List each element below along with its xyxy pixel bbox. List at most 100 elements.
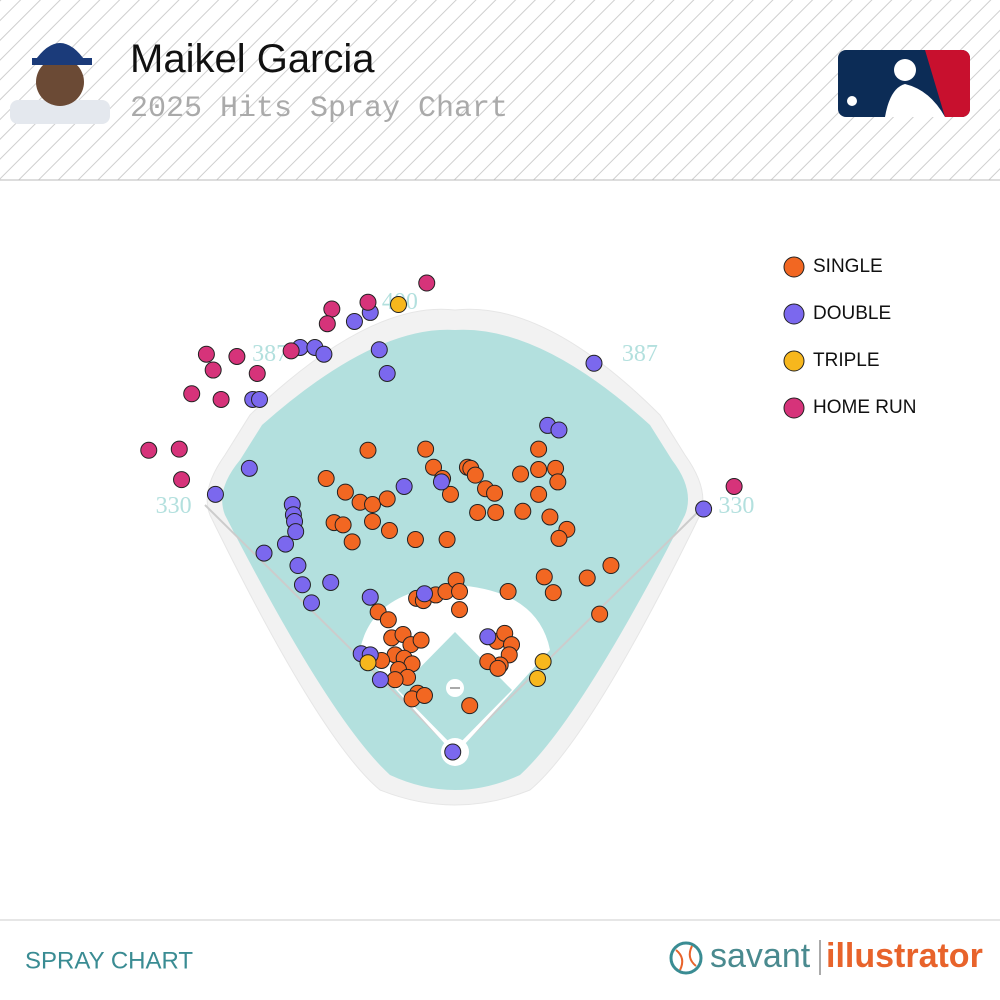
hit-point bbox=[541, 508, 559, 526]
hit-point bbox=[695, 500, 713, 518]
hit-point bbox=[317, 470, 335, 488]
hit-point bbox=[204, 361, 222, 379]
hit-point bbox=[534, 653, 552, 671]
hit-point bbox=[725, 477, 743, 495]
hit-point bbox=[578, 569, 596, 587]
hit-point bbox=[359, 441, 377, 459]
hit-point bbox=[418, 274, 436, 292]
hit-point bbox=[451, 601, 469, 619]
hit-point bbox=[370, 341, 388, 359]
hit-point bbox=[390, 296, 407, 314]
hit-point bbox=[315, 345, 333, 363]
hit-point bbox=[322, 574, 340, 591]
brand: savant bbox=[710, 937, 811, 975]
hit-point bbox=[395, 477, 413, 495]
hit-point bbox=[255, 544, 273, 562]
hit-point bbox=[323, 300, 341, 318]
legend-swatch bbox=[783, 303, 805, 325]
legend-label: SINGLE bbox=[813, 256, 883, 277]
hit-point bbox=[197, 345, 215, 363]
hit-point bbox=[469, 503, 487, 521]
hit-point bbox=[412, 631, 430, 649]
savant-icon bbox=[669, 941, 703, 975]
hit-point bbox=[530, 461, 548, 478]
legend-swatch bbox=[783, 397, 805, 419]
hit-point bbox=[602, 557, 620, 575]
legend-label: DOUBLE bbox=[813, 303, 891, 324]
hit-point bbox=[336, 483, 354, 501]
hit-point bbox=[544, 584, 562, 602]
hit-point bbox=[415, 585, 433, 603]
hit-point bbox=[364, 512, 382, 530]
hit-point bbox=[140, 441, 158, 459]
hit-point bbox=[248, 364, 266, 382]
legend: SINGLE DOUBLE TRIPLE HOME RUN bbox=[783, 256, 916, 419]
hit-point bbox=[406, 531, 424, 549]
hit-point bbox=[425, 458, 443, 476]
hit-point bbox=[334, 516, 352, 534]
footer-label: SPRAY CHART bbox=[25, 947, 193, 974]
fence-label: 387 bbox=[252, 341, 288, 367]
hit-point bbox=[489, 659, 507, 677]
player-name: Maikel Garcia bbox=[130, 37, 375, 81]
brand2: illustrator bbox=[826, 937, 983, 975]
hit-point bbox=[240, 459, 258, 477]
hit-point bbox=[359, 293, 377, 311]
hit-point bbox=[530, 440, 548, 458]
player-photo bbox=[10, 43, 110, 124]
hit-point bbox=[417, 440, 435, 458]
hit-point bbox=[293, 576, 311, 594]
hit-point bbox=[530, 485, 548, 503]
hit-point bbox=[550, 529, 568, 547]
hit-point bbox=[535, 568, 553, 586]
hit-point bbox=[378, 490, 396, 508]
hit-point bbox=[378, 364, 396, 382]
hit-point bbox=[183, 385, 201, 403]
hit-point bbox=[173, 471, 191, 489]
hit-point bbox=[206, 485, 224, 503]
hit-point bbox=[415, 687, 433, 704]
hit-point bbox=[591, 605, 609, 623]
hit-point bbox=[302, 594, 320, 612]
fence-label: 330 bbox=[156, 493, 192, 519]
hit-point bbox=[550, 421, 568, 439]
subtitle: 2025 Hits Spray Chart bbox=[130, 92, 508, 126]
legend-label: HOME RUN bbox=[813, 397, 916, 418]
hit-point bbox=[380, 522, 398, 540]
hit-point bbox=[170, 440, 188, 458]
hit-point bbox=[277, 535, 294, 553]
legend-label: TRIPLE bbox=[813, 350, 880, 371]
hit-point bbox=[289, 557, 307, 575]
hit-point bbox=[345, 312, 363, 330]
hit-point bbox=[251, 390, 269, 408]
hit-point bbox=[432, 473, 450, 491]
hit-point bbox=[438, 531, 456, 549]
legend-swatch bbox=[783, 256, 805, 278]
fence-label: 387 bbox=[622, 341, 658, 367]
league-logo bbox=[838, 50, 970, 117]
hit-point bbox=[512, 465, 530, 483]
hit-point bbox=[479, 628, 497, 646]
hit-point bbox=[282, 342, 300, 360]
hit-point bbox=[499, 583, 517, 601]
hit-point bbox=[228, 348, 246, 365]
hit-point bbox=[371, 671, 389, 689]
hit-point bbox=[444, 743, 462, 761]
hit-point bbox=[585, 354, 603, 372]
header-bg bbox=[0, 0, 1000, 180]
hit-point bbox=[486, 484, 504, 502]
hit-point bbox=[379, 611, 397, 629]
hit-point bbox=[364, 496, 382, 514]
hit-point bbox=[359, 654, 377, 672]
hit-point bbox=[361, 588, 379, 606]
hit-point bbox=[514, 502, 532, 520]
hit-point bbox=[549, 473, 567, 491]
hit-point bbox=[441, 485, 459, 503]
fence-label: 330 bbox=[718, 493, 754, 519]
hit-point bbox=[487, 503, 505, 521]
legend-swatch bbox=[783, 350, 805, 372]
hit-point bbox=[343, 533, 361, 551]
hit-point bbox=[466, 466, 484, 484]
field: 330387400387330 bbox=[156, 289, 754, 806]
hits bbox=[140, 274, 743, 761]
